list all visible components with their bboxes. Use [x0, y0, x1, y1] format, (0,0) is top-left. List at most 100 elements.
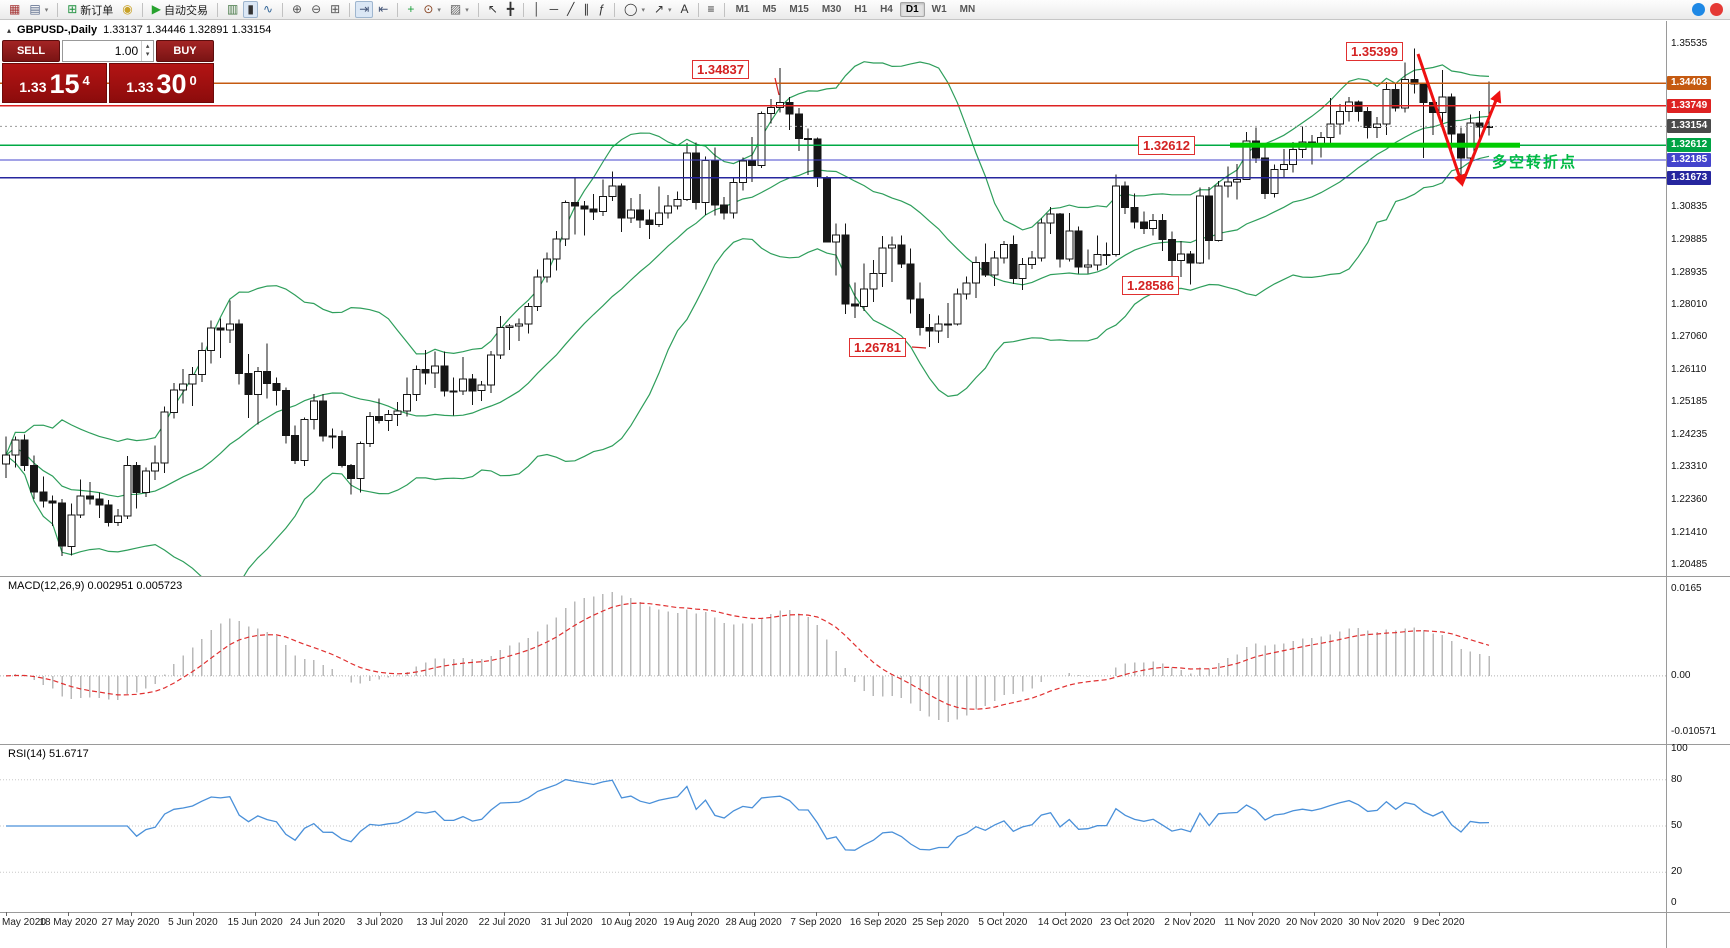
- cursor-icon[interactable]: ↖: [484, 1, 502, 18]
- tile-windows-icon[interactable]: ⊞: [326, 1, 344, 18]
- price-scale-label: 1.35535: [1671, 38, 1708, 49]
- candlesticks[interactable]: [2, 48, 1493, 556]
- timeframe-w1[interactable]: W1: [926, 2, 953, 17]
- sell-button[interactable]: SELL: [2, 40, 60, 62]
- trendline-icon[interactable]: ╱: [563, 1, 578, 18]
- date-axis-tick: [691, 912, 693, 916]
- price-annotation[interactable]: 1.32612: [1138, 136, 1195, 155]
- date-axis-label: 9 Dec 2020: [1413, 917, 1465, 928]
- price-scale-label: 1.26110: [1671, 364, 1707, 376]
- date-axis-label: 24 Jun 2020: [289, 917, 346, 928]
- timeframe-m5[interactable]: M5: [756, 2, 782, 17]
- volume-input[interactable]: [63, 41, 142, 61]
- horizontal-line-icon: ─: [549, 2, 559, 16]
- arrows-tool-icon[interactable]: ↗ ▾: [650, 1, 676, 18]
- periods-icon: ⊙: [423, 2, 434, 16]
- arrows-tool-icon: ↗: [653, 2, 665, 16]
- toolbar-separator: [349, 2, 351, 17]
- date-axis-tick: [1252, 912, 1254, 916]
- text-tool-icon[interactable]: A: [677, 1, 693, 18]
- timeframe-h1[interactable]: H1: [848, 2, 873, 17]
- candle-chart-icon[interactable]: ▮: [243, 1, 258, 18]
- timeframe-m15[interactable]: M15: [783, 2, 814, 17]
- zoom-in-icon[interactable]: ⊕: [288, 1, 306, 18]
- price-annotation[interactable]: 1.28586: [1122, 276, 1179, 295]
- channel-icon[interactable]: ∥: [579, 1, 593, 18]
- volume-down-icon[interactable]: ▾: [145, 51, 150, 58]
- date-axis-label: 16 Sep 2020: [849, 917, 907, 928]
- main-chart-canvas[interactable]: [0, 22, 1666, 576]
- buy-price-button[interactable]: 1.33 30 0: [109, 63, 214, 103]
- timeframe-m1[interactable]: M1: [730, 2, 756, 17]
- pane-splitter-rsi[interactable]: [0, 744, 1730, 745]
- indicators-icon[interactable]: +: [403, 1, 418, 18]
- new-order-button[interactable]: ⊞ 新订单: [63, 1, 117, 18]
- candle-chart-icon: ▮: [247, 2, 254, 16]
- zoom-out-icon[interactable]: ⊖: [307, 1, 325, 18]
- alert-icon[interactable]: [1710, 3, 1723, 16]
- horizontal-line-icon[interactable]: ─: [546, 1, 563, 18]
- autotrading-button[interactable]: ▶ 自动交易: [148, 1, 212, 18]
- bar-chart-icon[interactable]: ▥: [223, 1, 242, 18]
- bollinger-middle-band: [5, 115, 1490, 498]
- shapes-icon[interactable]: ◯ ▾: [620, 1, 649, 18]
- crosshair-icon[interactable]: ╋: [503, 1, 518, 18]
- buy-button[interactable]: BUY: [156, 40, 214, 62]
- price-annotation[interactable]: 1.34837: [692, 60, 749, 79]
- volume-up-icon[interactable]: ▴: [145, 43, 150, 50]
- trend-arrow[interactable]: [1460, 90, 1502, 185]
- date-axis-label: 27 May 2020: [101, 917, 160, 928]
- fibonacci-icon[interactable]: ƒ: [594, 1, 609, 18]
- price-scale-tag: 1.31673: [1667, 170, 1712, 185]
- trend-arrow[interactable]: [1416, 53, 1465, 187]
- sell-price-button[interactable]: 1.33 15 4: [2, 63, 107, 103]
- turning-point-annotation[interactable]: 多空转折点: [1492, 154, 1578, 171]
- community-icon[interactable]: ◉: [118, 1, 136, 18]
- auto-scroll-icon[interactable]: ⇥: [355, 1, 374, 18]
- toolbar-buttons: ▦ ▤ ▾ ⊞ 新订单 ◉ ▶ 自动交易 ▥ ▮ ∿ ⊕ ⊖ ⊞ ⇥ ⇤ + ⊙ ▾ ▨ ▾ ↖ ╋ │ ─ ╱ ∥ ƒ ◯ ▾ ↗ ▾ A ≡: [5, 1, 729, 18]
- date-axis-tick: [566, 912, 568, 916]
- objects-list-icon[interactable]: ≡: [704, 1, 719, 18]
- price-annotation[interactable]: 1.26781: [849, 338, 906, 357]
- chart-shift-icon[interactable]: ⇤: [374, 1, 392, 18]
- price-scale-label: 1.28935: [1671, 266, 1708, 278]
- volume-control: ▴ ▾: [62, 40, 154, 62]
- templates-icon[interactable]: ▨ ▾: [446, 1, 473, 18]
- date-axis-tick: [442, 912, 444, 916]
- vertical-line-icon[interactable]: │: [529, 1, 545, 18]
- profiles-icon[interactable]: ▤ ▾: [25, 1, 52, 18]
- timeframe-d1[interactable]: D1: [899, 2, 925, 17]
- timeframe-h4[interactable]: H4: [874, 2, 899, 17]
- buy-price-pips: 30: [156, 69, 187, 99]
- pane-splitter-macd[interactable]: [0, 576, 1730, 577]
- new-chart-icon[interactable]: ▦: [5, 1, 24, 18]
- date-axis-tick: [6, 912, 7, 916]
- channel-icon: ∥: [583, 2, 590, 16]
- date-axis-label: 30 Nov 2020: [1348, 917, 1406, 928]
- trendline-icon: ╱: [567, 2, 575, 16]
- date-axis-label: 22 Jul 2020: [478, 917, 531, 928]
- date-axis-label: 10 Aug 2020: [600, 917, 658, 928]
- date-axis-label: 2 Nov 2020: [1164, 917, 1216, 928]
- date-axis-label: 11 Nov 2020: [1224, 917, 1281, 928]
- price-scale-tag: 1.33749: [1667, 98, 1712, 113]
- macd-scale-label: 0.0165: [1671, 582, 1702, 594]
- price-annotation[interactable]: 1.35399: [1346, 42, 1403, 61]
- dropdown-arrow-icon: ▾: [465, 6, 469, 14]
- date-axis-label: 13 Jul 2020: [416, 917, 468, 928]
- line-chart-icon[interactable]: ∿: [259, 1, 277, 18]
- periods-icon[interactable]: ⊙ ▾: [419, 1, 445, 18]
- rsi-canvas[interactable]: [0, 746, 1666, 906]
- notifications-icon[interactable]: [1692, 3, 1705, 16]
- bollinger-upper-band: [5, 61, 1490, 456]
- sell-price-pips: 15: [49, 69, 80, 99]
- rsi-line: [6, 778, 1490, 851]
- price-scale-label: 1.29885: [1671, 233, 1708, 245]
- toolbar-separator: [397, 2, 399, 17]
- support-zone[interactable]: [1230, 142, 1520, 148]
- dropdown-arrow-icon: ▾: [437, 6, 441, 14]
- timeframe-mn[interactable]: MN: [954, 2, 982, 17]
- timeframe-m30[interactable]: M30: [816, 2, 847, 17]
- macd-canvas[interactable]: [0, 578, 1666, 742]
- toolbar-separator: [477, 2, 479, 17]
